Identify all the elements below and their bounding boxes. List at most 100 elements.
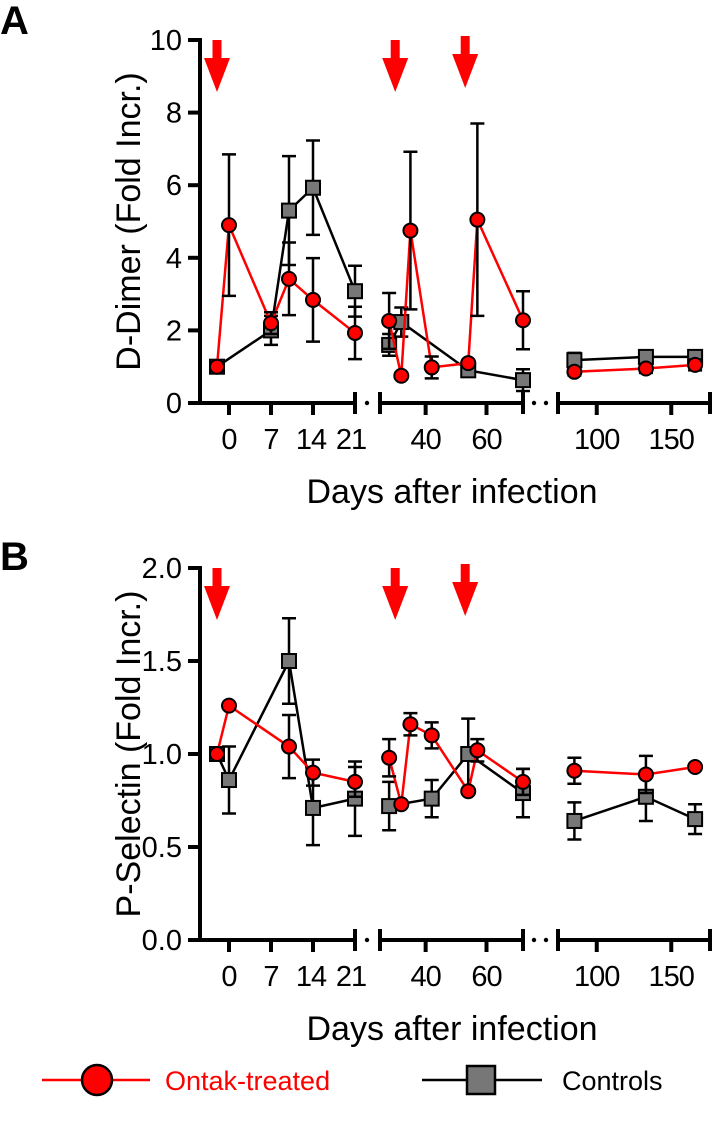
- y-tick-label: 6: [166, 170, 182, 202]
- series-line: [388, 320, 524, 382]
- data-point-ontak: [281, 738, 297, 755]
- series-line: [388, 752, 524, 808]
- x-tick-label: 21: [336, 961, 366, 993]
- y-tick-label: 4: [166, 243, 182, 275]
- data-point-ontak: [637, 766, 654, 783]
- axis-break-dot: [531, 937, 537, 943]
- legend: Ontak-treated Controls: [42, 1063, 663, 1097]
- data-point-ontak: [209, 746, 225, 762]
- data-point-control: [221, 772, 237, 789]
- y-tick-label: 2: [166, 315, 182, 347]
- data-point-ontak: [402, 222, 419, 239]
- y-tick-label: 1.0: [142, 739, 182, 771]
- series-line: [574, 355, 696, 362]
- series-ontak-treated: [209, 697, 704, 813]
- data-point-ontak: [515, 312, 531, 329]
- data-point-control: [347, 283, 363, 300]
- series-line: [215, 657, 356, 810]
- data-point-control: [566, 812, 583, 829]
- y-tick-label: 10: [150, 25, 182, 57]
- x-axis-title: Days after infection: [306, 473, 597, 511]
- y-axis-title: P-Selectin (Fold Incr.): [110, 591, 148, 918]
- x-tick-label: 7: [263, 961, 278, 993]
- data-point-ontak: [402, 716, 419, 733]
- data-point-ontak: [566, 363, 583, 380]
- treatment-arrow-icon: [382, 568, 409, 620]
- x-tick-label: 150: [649, 961, 694, 993]
- data-point-ontak: [305, 764, 321, 781]
- legend-controls-marker: [465, 1064, 497, 1096]
- data-point-ontak: [687, 759, 704, 776]
- data-point-ontak: [347, 773, 363, 790]
- data-point-control: [305, 799, 321, 816]
- data-point-ontak: [305, 291, 321, 308]
- data-point-ontak: [460, 355, 477, 372]
- x-tick-label: 150: [649, 424, 694, 456]
- y-tick-label: 0.0: [142, 925, 182, 957]
- x-tick-label: 7: [263, 424, 278, 456]
- x-tick-label: 14: [296, 424, 327, 456]
- series-line: [573, 795, 696, 823]
- treatment-arrow-icon: [452, 36, 479, 88]
- x-tick-label: 40: [411, 424, 441, 456]
- panel-b-p-selectin: B 0.0 0.5 1.0 1.5 2.0 P-Selectin (Fold Incr.) 0…: [0, 535, 712, 1048]
- x-tick-label: 40: [411, 961, 441, 993]
- x-tick-label: 60: [471, 424, 501, 456]
- treatment-arrow-icon: [382, 40, 409, 92]
- data-point-ontak: [381, 749, 398, 766]
- axis-break-dot: [543, 400, 549, 406]
- data-point-ontak: [263, 315, 279, 332]
- panel-label: A: [0, 0, 29, 43]
- x-axis-title: Days after infection: [306, 1010, 597, 1048]
- series-controls: [209, 139, 704, 393]
- data-point-ontak: [393, 367, 410, 384]
- data-point-ontak: [221, 697, 237, 714]
- series-ontak-treated: [209, 122, 704, 384]
- treatment-arrow-icon: [204, 568, 230, 620]
- data-point-control: [281, 653, 297, 669]
- y-axis-title: D-Dimer (Fold Incr.): [110, 72, 148, 370]
- legend-ontak-label: Ontak-treated: [165, 1066, 330, 1096]
- data-point-ontak: [393, 796, 410, 813]
- series-line: [574, 765, 696, 776]
- axis-break-dot: [531, 400, 537, 406]
- data-point-ontak: [566, 762, 583, 779]
- series-controls: [209, 616, 704, 847]
- x-tick-label: 100: [574, 424, 619, 456]
- y-tick-label: 8: [166, 98, 182, 130]
- y-tick-label: 0: [166, 388, 182, 420]
- series-line: [215, 224, 356, 367]
- panel-label: B: [0, 535, 29, 579]
- data-point-ontak: [687, 356, 704, 373]
- x-tick-label: 0: [221, 424, 236, 456]
- treatment-arrow-icon: [452, 564, 479, 616]
- x-tick-label: 21: [336, 424, 366, 456]
- legend-controls-label: Controls: [562, 1066, 663, 1096]
- data-point-ontak: [423, 727, 440, 744]
- data-point-ontak: [381, 312, 398, 329]
- data-point-ontak: [637, 360, 654, 377]
- data-point-ontak: [469, 742, 486, 759]
- y-tick-label: 0.5: [142, 832, 182, 864]
- data-point-ontak: [515, 773, 531, 790]
- data-point-control: [305, 179, 321, 196]
- data-point-ontak: [460, 783, 477, 800]
- axis-break-dot: [364, 937, 370, 943]
- y-tick-label: 1.5: [142, 646, 182, 678]
- axis-break-dot: [543, 937, 549, 943]
- x-tick-label: 14: [296, 961, 327, 993]
- data-point-ontak: [221, 217, 237, 234]
- data-point-control: [515, 372, 531, 389]
- data-point-ontak: [209, 358, 225, 375]
- data-point-ontak: [347, 324, 363, 341]
- y-tick-label: 2.0: [142, 553, 182, 585]
- data-point-ontak: [281, 270, 297, 287]
- data-point-ontak: [423, 359, 440, 376]
- x-tick-label: 60: [471, 961, 501, 993]
- x-tick-label: 0: [221, 961, 236, 993]
- legend-ontak-marker: [80, 1063, 114, 1097]
- axis-break-dot: [364, 400, 370, 406]
- series-line: [574, 363, 696, 374]
